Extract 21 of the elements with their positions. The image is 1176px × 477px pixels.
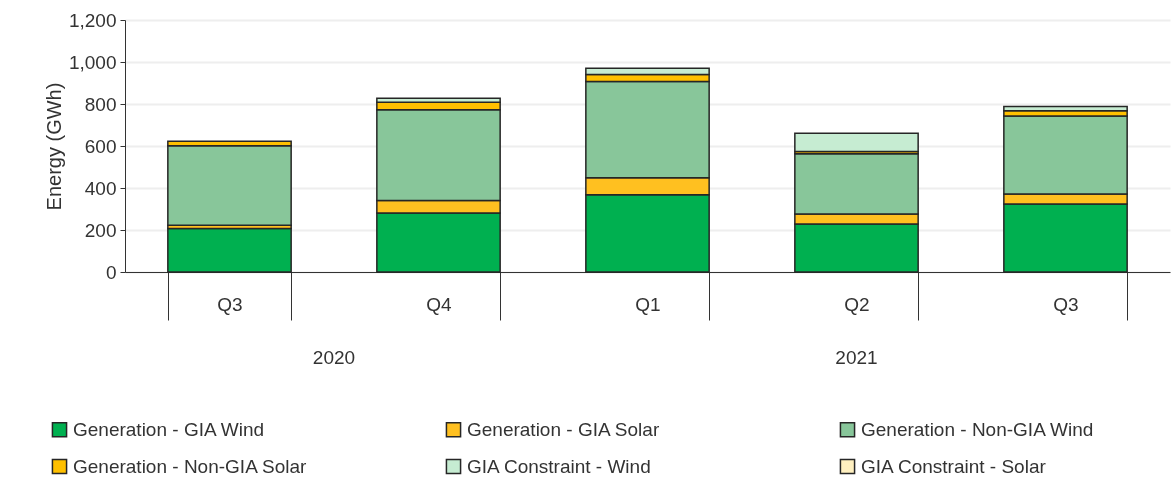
- x-tick-label: Q4: [426, 293, 453, 315]
- x-tick-label: Q1: [635, 293, 661, 315]
- legend-label: Generation - Non-GIA Solar: [73, 455, 308, 477]
- y-axis-title: Energy (GWh): [42, 82, 65, 211]
- y-tick-label: 1,200: [68, 9, 117, 31]
- y-tick-label: 800: [84, 93, 117, 115]
- y-tick-label: 200: [84, 219, 117, 241]
- legend-label: Generation - GIA Wind: [73, 418, 265, 440]
- y-tick-label: 0: [105, 261, 117, 283]
- legend-label: GIA Constraint - Wind: [467, 455, 651, 477]
- legend-label: Generation - GIA Solar: [467, 418, 660, 440]
- legend-label: Generation - Non-GIA Wind: [861, 418, 1094, 440]
- y-tick-label: 1,000: [68, 51, 117, 73]
- x-tick-label: Q3: [217, 293, 243, 315]
- legend-label: GIA Constraint - Solar: [861, 455, 1047, 477]
- text: 2021: [835, 347, 878, 368]
- x-tick-label: Q3: [1053, 293, 1079, 315]
- text: 2020: [312, 347, 356, 368]
- y-tick-label: 400: [84, 177, 117, 199]
- y-tick-label: 600: [84, 135, 117, 157]
- x-tick-label: Q2: [844, 293, 870, 315]
